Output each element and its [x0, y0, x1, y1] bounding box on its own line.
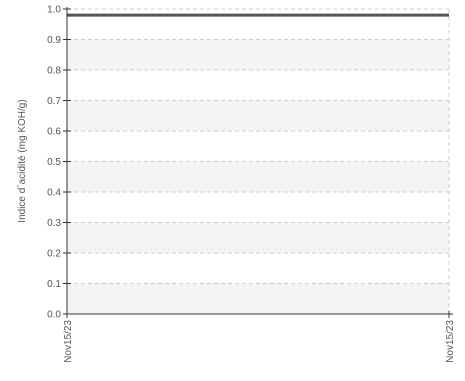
y-tick-label: 0.9: [47, 35, 61, 46]
y-tick-label: 0.7: [47, 96, 61, 107]
grid-band: [67, 222, 449, 253]
y-tick-label: 0.4: [47, 188, 61, 199]
grid-band: [67, 283, 449, 314]
y-tick-label: 1.0: [47, 5, 61, 16]
y-axis-title: Indice d`acidité (mg KOH/g): [16, 99, 28, 222]
alternating-bands: [67, 39, 449, 314]
y-tick-label: 0.2: [47, 249, 61, 260]
x-tick-label: Nov15/23: [445, 320, 456, 363]
y-tick-label: 0.6: [47, 127, 61, 138]
y-tick-label: 0.1: [47, 279, 61, 290]
axes: [66, 7, 453, 315]
grid-band: [67, 39, 449, 70]
y-tick-label: 0.5: [47, 157, 61, 168]
y-tick-label: 0.8: [47, 66, 61, 77]
grid-band: [67, 161, 449, 192]
x-tick-label: Nov15/23: [63, 320, 74, 363]
x-axis-ticks: Nov15/23 Nov15/23: [63, 311, 456, 363]
y-tick-label: 0.0: [47, 310, 61, 321]
y-tick-label: 0.3: [47, 218, 61, 229]
y-axis-ticks: 0.0 0.1 0.2 0.3 0.4 0.5 0.6 0.7 0.8 0.9 1.0: [47, 5, 71, 321]
grid-band: [67, 100, 449, 131]
